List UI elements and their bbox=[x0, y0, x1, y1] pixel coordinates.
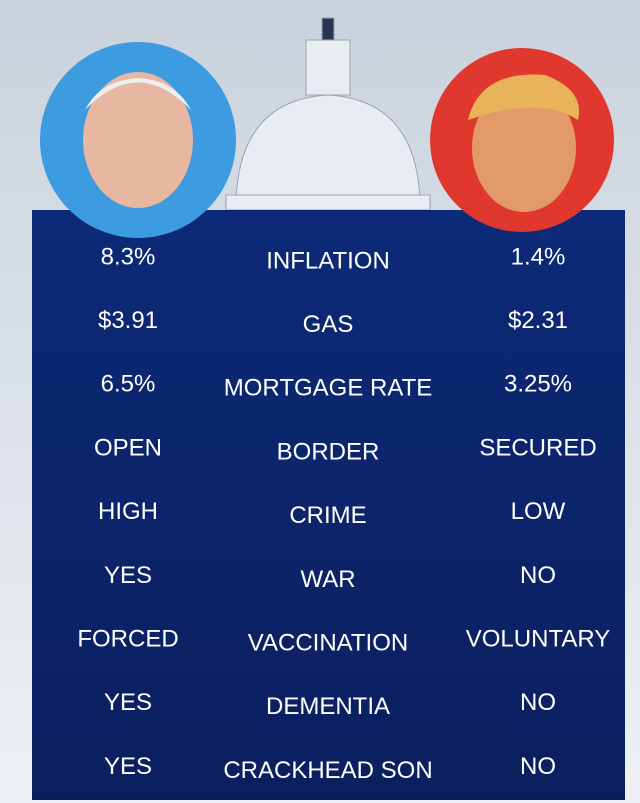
left-value: YES bbox=[104, 753, 152, 780]
left-value: YES bbox=[104, 562, 152, 589]
left-value: YES bbox=[104, 689, 152, 716]
left-value: OPEN bbox=[94, 434, 162, 461]
topic: WAR bbox=[300, 566, 355, 593]
topic: INFLATION bbox=[266, 247, 390, 274]
left-value: FORCED bbox=[77, 626, 178, 653]
topic: DEMENTIA bbox=[266, 693, 390, 720]
topic: VACCINATION bbox=[248, 630, 408, 657]
right-value: NO bbox=[520, 689, 556, 716]
capitol-dome bbox=[225, 17, 431, 211]
right-value: VOLUNTARY bbox=[466, 626, 610, 653]
topic: GAS bbox=[303, 311, 354, 338]
topic: CRACKHEAD SON bbox=[223, 757, 432, 784]
comparison-rows: 8.3% INFLATION 1.4% $3.91 GAS $2.31 6.5% MORTGA… bbox=[77, 243, 610, 784]
right-value: SECURED bbox=[479, 434, 596, 461]
right-value: NO bbox=[520, 753, 556, 780]
right-portrait bbox=[430, 48, 614, 232]
topic: BORDER bbox=[277, 438, 380, 465]
topic: CRIME bbox=[289, 502, 366, 529]
right-value: $2.31 bbox=[508, 307, 568, 334]
left-value: 6.5% bbox=[101, 371, 156, 398]
right-value: 1.4% bbox=[511, 243, 566, 270]
left-value: $3.91 bbox=[98, 307, 158, 334]
right-value: LOW bbox=[511, 498, 566, 525]
left-portrait bbox=[40, 42, 236, 238]
right-value: NO bbox=[520, 562, 556, 589]
right-value: 3.25% bbox=[504, 371, 572, 398]
topic: MORTGAGE RATE bbox=[224, 375, 432, 402]
left-value: HIGH bbox=[98, 498, 158, 525]
table-panel bbox=[32, 210, 625, 800]
left-value: 8.3% bbox=[101, 243, 156, 270]
